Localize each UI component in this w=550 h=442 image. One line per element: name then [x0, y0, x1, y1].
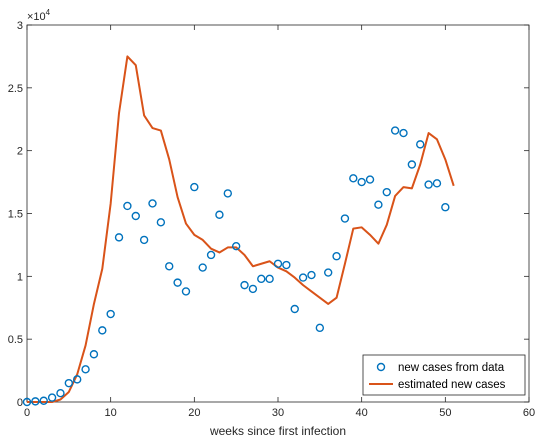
data-point [257, 274, 266, 284]
plot-frame [26, 24, 530, 403]
data-point [282, 260, 291, 270]
data-point [131, 211, 140, 221]
data-point [123, 201, 132, 211]
data-point [139, 235, 149, 245]
y-tick-label: 3 [17, 20, 23, 32]
data-point [98, 326, 107, 335]
y-tick-label: 2.5 [8, 83, 23, 95]
data-point [432, 179, 442, 188]
data-point [31, 397, 40, 406]
legend-box [362, 354, 526, 396]
data-point [265, 274, 274, 284]
data-point [374, 200, 383, 209]
data-point [148, 199, 157, 208]
data-point [22, 397, 32, 407]
data-point [416, 140, 425, 149]
series-layer [22, 55, 455, 407]
series-line-estimated [27, 55, 455, 403]
x-axis-label: weeks since first infection [209, 424, 346, 438]
data-point [332, 252, 341, 261]
data-point [72, 375, 82, 384]
x-tick-label: 20 [188, 407, 200, 419]
y-tick-label: 2 [17, 146, 23, 158]
y-multiplier-base: ×10 [27, 11, 46, 23]
data-point [441, 203, 450, 212]
y-axis-multiplier: ×104 [27, 8, 51, 23]
data-point [64, 378, 74, 388]
data-point [223, 189, 233, 198]
data-point [198, 263, 207, 272]
data-point [315, 323, 325, 333]
data-point [290, 304, 299, 314]
x-axis-ticks: 0 10 20 30 40 50 60 [24, 25, 535, 419]
y-tick-label: 0 [17, 397, 23, 409]
data-point [340, 214, 350, 223]
data-point [248, 284, 258, 294]
data-point [173, 278, 182, 287]
y-tick-label: 0.5 [8, 334, 23, 346]
data-point [382, 187, 391, 197]
data-point [181, 287, 191, 296]
legend: new cases from data estimated new cases [362, 354, 526, 396]
data-point [56, 389, 65, 398]
x-tick-label: 60 [523, 407, 535, 419]
data-point [215, 210, 224, 219]
data-point [349, 174, 358, 183]
data-point [206, 250, 216, 260]
data-point [407, 160, 417, 169]
data-point [81, 365, 90, 374]
x-tick-label: 50 [439, 407, 451, 419]
data-point [165, 262, 174, 271]
data-point [365, 175, 375, 184]
x-tick-label: 40 [356, 407, 368, 419]
legend-label-estimated: estimated new cases [398, 379, 506, 391]
data-point [114, 233, 124, 242]
y-tick-label: 1.5 [8, 209, 23, 221]
plot-area [26, 24, 530, 403]
data-point [106, 309, 115, 319]
y-tick-label: 1 [17, 271, 23, 283]
data-point [324, 268, 333, 277]
data-point [424, 180, 433, 189]
data-point [156, 218, 166, 227]
legend-marker-data [376, 362, 386, 372]
y-multiplier-exponent: 4 [46, 8, 51, 17]
data-point [399, 128, 408, 138]
x-tick-label: 10 [105, 407, 117, 419]
data-point [240, 280, 249, 290]
data-point [390, 126, 400, 135]
legend-label-data: new cases from data [398, 362, 505, 374]
data-point [298, 273, 308, 282]
data-point [357, 177, 366, 187]
data-point [47, 393, 57, 402]
x-tick-label: 30 [272, 407, 284, 419]
data-point [273, 259, 283, 268]
data-point [89, 350, 99, 359]
data-point [307, 270, 316, 280]
x-tick-label: 0 [24, 407, 30, 419]
data-point [190, 182, 199, 192]
y-axis-ticks: 0 0.5 1 1.5 2 2.5 3 [8, 20, 529, 409]
data-point [231, 241, 241, 251]
data-point [39, 396, 48, 405]
